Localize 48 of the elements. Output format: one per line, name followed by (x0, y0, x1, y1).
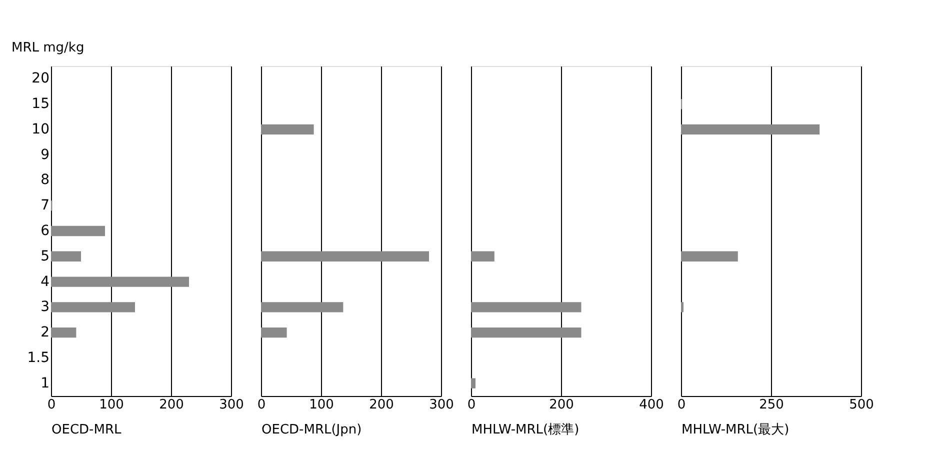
y-tick-label: 20 (32, 70, 50, 87)
x-tick-label: 100 (99, 398, 124, 412)
bar (681, 302, 684, 312)
x-tick-label: 200 (369, 398, 394, 412)
bar (471, 251, 494, 262)
x-tick-label: 250 (759, 398, 784, 412)
x-axis-title: OECD-MRL (52, 422, 122, 438)
y-tick-label: 9 (40, 146, 50, 163)
x-tick-label: 0 (467, 398, 476, 412)
y-tick-label: 2 (40, 324, 50, 341)
bar (261, 124, 314, 135)
y-tick-label: 6 (40, 223, 50, 239)
bar (51, 302, 135, 312)
bar (261, 302, 344, 312)
y-axis-title: MRL mg/kg (12, 40, 84, 56)
bar (51, 276, 189, 287)
x-tick-label: 300 (219, 398, 244, 412)
x-tick-label: 500 (849, 398, 874, 412)
y-tick-label: 4 (40, 274, 50, 290)
x-tick-label: 0 (47, 398, 56, 412)
y-tick-label: 5 (40, 248, 50, 264)
y-tick-label: 15 (32, 96, 50, 112)
y-tick-label: 8 (40, 172, 50, 188)
y-tick-label: 3 (40, 299, 50, 316)
x-tick-label: 300 (429, 398, 454, 412)
bar (681, 124, 820, 135)
y-tick-label: 10 (32, 121, 50, 138)
x-tick-label: 100 (309, 398, 334, 412)
x-axis-title: MHLW-MRL(標準) (472, 422, 580, 438)
x-tick-label: 200 (159, 398, 184, 412)
bar (471, 327, 582, 338)
y-tick-label: 1.5 (27, 350, 50, 366)
x-tick-label: 400 (639, 398, 664, 412)
y-tick-label: 1 (40, 375, 50, 392)
bar (681, 251, 738, 262)
bar (471, 302, 582, 312)
bar (51, 226, 105, 236)
x-tick-label: 0 (677, 398, 686, 412)
y-tick-label: 7 (40, 198, 50, 214)
bar (261, 251, 429, 262)
x-axis-title: MHLW-MRL(最大) (682, 422, 790, 438)
x-tick-label: 0 (257, 398, 266, 412)
bar (51, 251, 81, 262)
bar (261, 327, 287, 338)
x-axis-title: OECD-MRL(Jpn) (262, 422, 362, 438)
bar (471, 378, 476, 388)
x-tick-label: 200 (549, 398, 574, 412)
bar (51, 327, 76, 338)
